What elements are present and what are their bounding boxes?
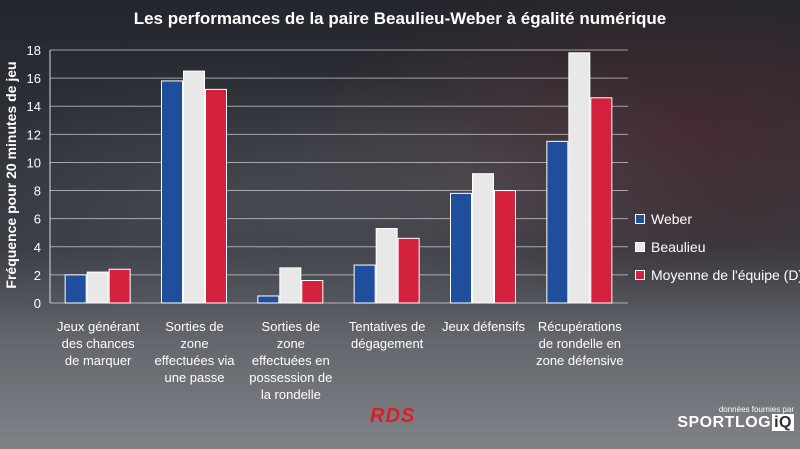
x-category-label-line: Sorties de — [261, 319, 321, 334]
x-category-label: Jeux défensifs — [429, 318, 539, 335]
bar-weber-0 — [64, 274, 87, 304]
bar-moyenne-de-l-quipe-d--2 — [301, 280, 324, 304]
bar-beaulieu-4 — [472, 173, 494, 304]
x-category-label-line: la rondelle — [260, 387, 321, 402]
bar-weber-3 — [353, 264, 376, 304]
x-category-label-line: Jeux générant — [56, 319, 140, 334]
bar-moyenne-de-l-quipe-d--0 — [108, 268, 131, 304]
x-category-label-line: zone — [276, 336, 305, 351]
legend-label: Beaulieu — [651, 239, 706, 255]
bar-weber-1 — [161, 80, 183, 304]
y-tick-label: 4 — [34, 240, 41, 255]
y-tick-label: 2 — [34, 268, 41, 283]
y-tick-label: 6 — [34, 212, 41, 227]
x-category-label-line: de marquer — [64, 353, 132, 368]
y-tick-label: 8 — [34, 184, 41, 199]
bar-beaulieu-2 — [279, 267, 302, 304]
data-credit: données fournies par SPORTLOG iQ — [677, 405, 794, 432]
bar-weber-2 — [257, 295, 280, 304]
x-category-label: Sorties de zone effectuées via une passe — [140, 318, 250, 386]
legend-item: Weber — [635, 205, 800, 233]
x-category-label: Sorties de zone effectuées en possession de… — [236, 318, 346, 403]
y-tick-label: 18 — [27, 43, 41, 58]
legend-swatch — [635, 214, 645, 224]
bar-weber-4 — [450, 192, 472, 304]
x-category-label: Tentatives de dégagement — [332, 318, 442, 352]
y-tick-label: 14 — [27, 99, 41, 114]
bar-moyenne-de-l-quipe-d--5 — [590, 97, 613, 304]
x-category-label-line: Récupérations — [537, 319, 622, 334]
legend-label: Moyenne de l'équipe (D) — [651, 267, 800, 283]
x-category-label-line: Sorties de — [165, 319, 224, 334]
bar-weber-5 — [546, 140, 569, 304]
legend-label: Weber — [651, 211, 692, 227]
bar-beaulieu-3 — [375, 228, 398, 304]
legend-item: Moyenne de l'équipe (D) — [635, 261, 800, 289]
legend-item: Beaulieu — [635, 233, 800, 261]
x-category-label-line: possession de — [249, 370, 333, 385]
bar-moyenne-de-l-quipe-d--4 — [494, 190, 516, 304]
rds-logo: RDS — [370, 405, 416, 427]
legend-swatch — [635, 270, 645, 280]
bar-beaulieu-0 — [86, 271, 109, 304]
x-category-label-line: zone défensive — [536, 353, 624, 368]
x-category-label-line: des chances — [61, 336, 135, 351]
x-category-label-line: de rondelle en — [538, 336, 622, 351]
x-category-label-line: effectuées via — [154, 353, 235, 368]
bar-moyenne-de-l-quipe-d--1 — [205, 88, 227, 304]
x-category-label: Jeux générant des chances de marquer — [43, 318, 153, 369]
y-tick-label: 10 — [27, 155, 41, 170]
x-category-label: Récupérations de rondelle en zone défensiv… — [525, 318, 635, 369]
y-tick-label: 0 — [34, 296, 41, 311]
x-category-label-line: une passe — [164, 370, 225, 385]
x-category-label-line: Jeux défensifs — [441, 319, 526, 334]
x-category-label-line: effectuées en — [251, 353, 330, 368]
legend: Weber Beaulieu Moyenne de l'équipe (D) — [635, 205, 800, 289]
bar-beaulieu-5 — [568, 52, 591, 304]
x-category-label-line: dégagement — [351, 336, 424, 351]
sportlogiq-logo: SPORTLOG iQ — [677, 414, 794, 431]
chart-title: Les performances de la paire Beaulieu-We… — [133, 9, 667, 28]
bar-beaulieu-1 — [183, 70, 205, 304]
legend-swatch — [635, 242, 645, 252]
x-category-label-line: Tentatives de — [348, 319, 426, 334]
y-tick-label: 16 — [27, 71, 41, 86]
x-category-label-line: zone — [180, 336, 209, 351]
y-tick-label: 12 — [27, 127, 41, 142]
credit-caption: données fournies par — [718, 405, 794, 414]
bar-moyenne-de-l-quipe-d--3 — [397, 237, 420, 304]
